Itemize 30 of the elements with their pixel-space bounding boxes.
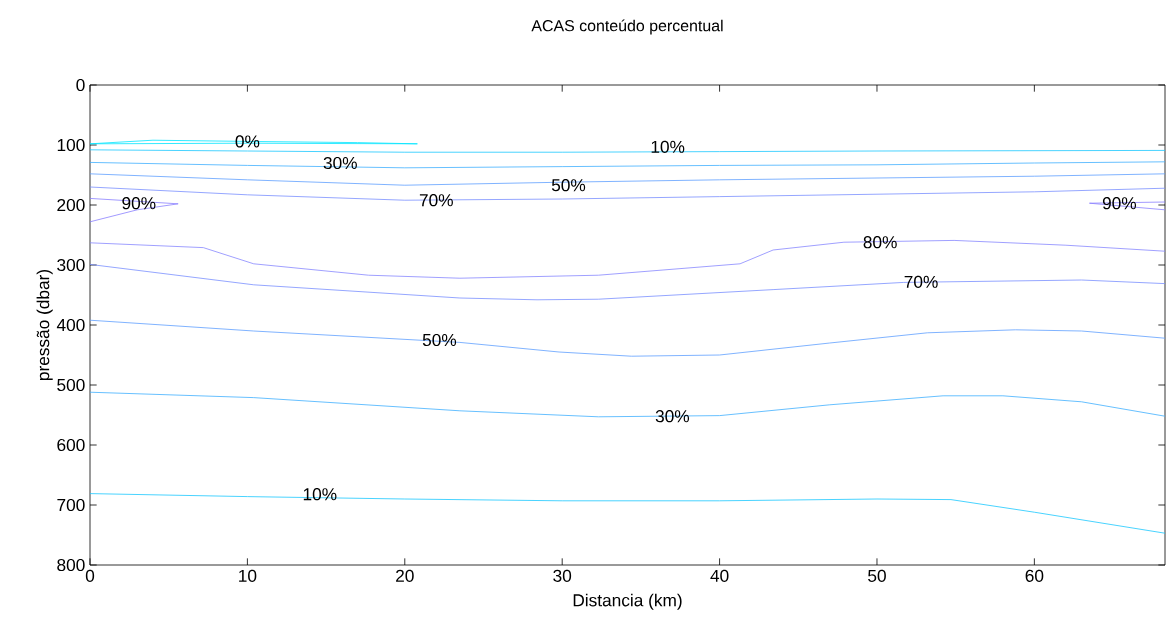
- y-axis-title: pressão (dbar): [36, 269, 53, 381]
- x-tick-label: 0: [85, 569, 95, 582]
- annotation: 30%: [655, 410, 690, 423]
- x-tick-label: 20: [396, 569, 414, 582]
- annotation: 50%: [422, 333, 457, 347]
- annotation: 30%: [323, 156, 357, 170]
- annotation: 80%: [863, 236, 897, 249]
- x-tick-label: 30: [553, 569, 572, 582]
- y-tick-label: 500: [57, 378, 85, 392]
- y-tick-label: 600: [57, 438, 85, 452]
- x-tick-label: 60: [1025, 569, 1044, 582]
- y-tick-label: 200: [57, 198, 85, 212]
- x-axis-title: Distancia (km): [573, 593, 682, 610]
- annotation: 90%: [122, 197, 156, 210]
- x-tick-label: 40: [710, 569, 729, 582]
- annotation: 90%: [1102, 197, 1137, 210]
- x-tick-label: 50: [868, 569, 886, 582]
- y-tick-label: 0: [76, 78, 85, 92]
- annotation: 10%: [651, 140, 685, 153]
- y-tick-label: 800: [57, 558, 85, 572]
- y-tick-label: 100: [57, 138, 85, 152]
- y-tick-label: 700: [57, 498, 85, 512]
- annotation: 50%: [551, 179, 586, 192]
- y-tick-label: 300: [57, 258, 85, 272]
- x-tick-label: 10: [239, 569, 257, 582]
- y-tick-label: 400: [56, 318, 85, 332]
- annotation: 10%: [303, 488, 337, 501]
- annotation: 70%: [419, 194, 453, 207]
- annotation: 70%: [904, 275, 938, 288]
- chart-title: ACAS conteúdo percentual: [531, 19, 723, 35]
